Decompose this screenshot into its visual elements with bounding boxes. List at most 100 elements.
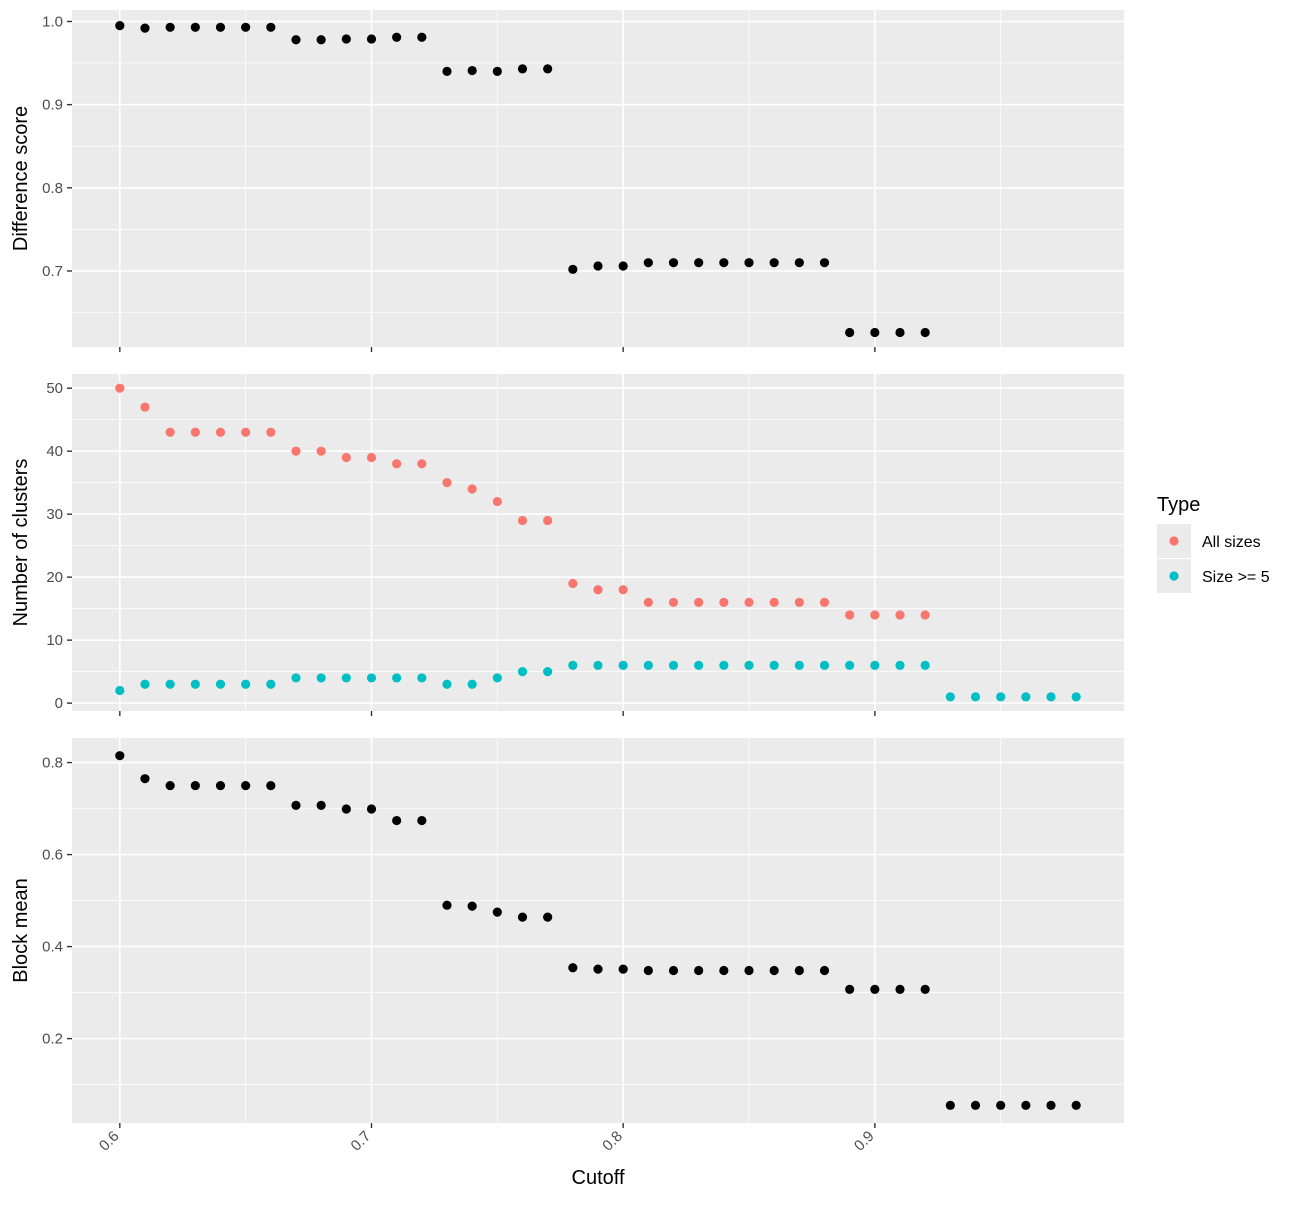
data-point xyxy=(593,261,603,271)
y-tick-label: 0.2 xyxy=(42,1031,63,1048)
data-point xyxy=(543,667,553,677)
data-point xyxy=(819,660,830,670)
data-point xyxy=(467,484,477,494)
legend-label: Size >= 5 xyxy=(1202,569,1270,586)
data-point xyxy=(719,258,729,268)
x-tick-label: 0.6 xyxy=(96,1128,123,1155)
data-point xyxy=(744,660,754,670)
data-point xyxy=(517,64,528,74)
data-point xyxy=(694,660,704,670)
data-point xyxy=(543,64,553,74)
data-point xyxy=(366,34,377,44)
data-point xyxy=(1046,1100,1056,1110)
data-point xyxy=(165,22,175,32)
data-point xyxy=(870,610,880,620)
data-point xyxy=(115,685,125,696)
x-axis-title: Cutoff xyxy=(572,1167,625,1189)
data-point xyxy=(794,660,804,670)
data-point xyxy=(870,327,880,338)
data-point xyxy=(618,660,628,670)
data-point xyxy=(291,673,301,683)
data-point xyxy=(241,679,251,689)
data-point xyxy=(744,597,754,607)
data-point xyxy=(140,774,150,784)
data-point xyxy=(316,800,326,810)
data-point xyxy=(920,660,930,670)
data-point xyxy=(316,446,326,456)
data-point xyxy=(341,673,351,683)
data-point xyxy=(769,597,779,607)
data-point xyxy=(996,1100,1006,1110)
data-point xyxy=(266,679,276,689)
data-point xyxy=(895,610,905,620)
data-point xyxy=(517,667,528,677)
data-point xyxy=(643,965,653,976)
data-point xyxy=(1021,1100,1031,1110)
data-point xyxy=(291,35,301,45)
data-point xyxy=(241,427,251,437)
data-point xyxy=(165,427,175,437)
data-point xyxy=(744,258,754,268)
data-point xyxy=(392,459,402,469)
y-axis-title-1: Difference score xyxy=(10,106,32,251)
x-tick-label: 0.9 xyxy=(851,1128,878,1155)
data-point xyxy=(442,66,452,76)
data-point xyxy=(719,965,729,976)
y-tick-label: 30 xyxy=(46,506,63,523)
data-point xyxy=(694,258,704,268)
data-point xyxy=(492,673,502,683)
data-point xyxy=(920,984,930,994)
panel-background-3 xyxy=(72,738,1124,1123)
y-tick-label: 0.6 xyxy=(42,847,63,864)
data-point xyxy=(719,597,729,607)
data-point xyxy=(870,660,880,670)
data-point xyxy=(920,610,930,620)
data-point xyxy=(241,22,251,32)
y-tick-label: 0.8 xyxy=(42,180,63,197)
data-point xyxy=(568,578,578,589)
legend-key-size-ge-5 xyxy=(1169,571,1179,581)
data-point xyxy=(920,327,930,338)
data-point xyxy=(215,679,226,689)
data-point xyxy=(115,383,125,393)
data-point xyxy=(769,660,779,670)
legend-title: Type xyxy=(1157,494,1200,516)
data-point xyxy=(719,660,729,670)
data-point xyxy=(140,23,150,33)
data-point xyxy=(316,673,326,683)
data-point xyxy=(618,964,628,974)
data-point xyxy=(643,258,653,268)
y-tick-label: 0.7 xyxy=(42,263,63,280)
data-point xyxy=(442,679,452,689)
data-point xyxy=(417,673,427,683)
data-point xyxy=(895,660,905,670)
data-point xyxy=(291,446,301,456)
data-point xyxy=(996,692,1006,702)
data-point xyxy=(643,660,653,670)
data-point xyxy=(845,610,855,620)
data-point xyxy=(819,965,830,976)
data-point xyxy=(115,751,125,761)
data-point xyxy=(618,585,628,595)
data-point xyxy=(215,780,226,791)
y-tick-label: 0 xyxy=(55,695,63,712)
legend-key-all-sizes xyxy=(1169,536,1179,546)
panel-background-2 xyxy=(72,374,1124,711)
data-point xyxy=(1046,692,1056,702)
data-point xyxy=(895,327,905,338)
data-point xyxy=(392,673,402,683)
data-point xyxy=(744,965,754,976)
data-point xyxy=(945,1100,955,1110)
data-point xyxy=(467,65,477,76)
data-point xyxy=(316,35,326,45)
y-axis-title-2: Number of clusters xyxy=(10,459,32,627)
data-point xyxy=(769,258,779,268)
data-point xyxy=(694,965,704,976)
data-point xyxy=(417,32,427,42)
data-point xyxy=(467,901,477,911)
data-point xyxy=(895,984,905,994)
data-point xyxy=(769,965,779,976)
data-point xyxy=(1071,1100,1081,1110)
data-point xyxy=(1071,692,1081,702)
